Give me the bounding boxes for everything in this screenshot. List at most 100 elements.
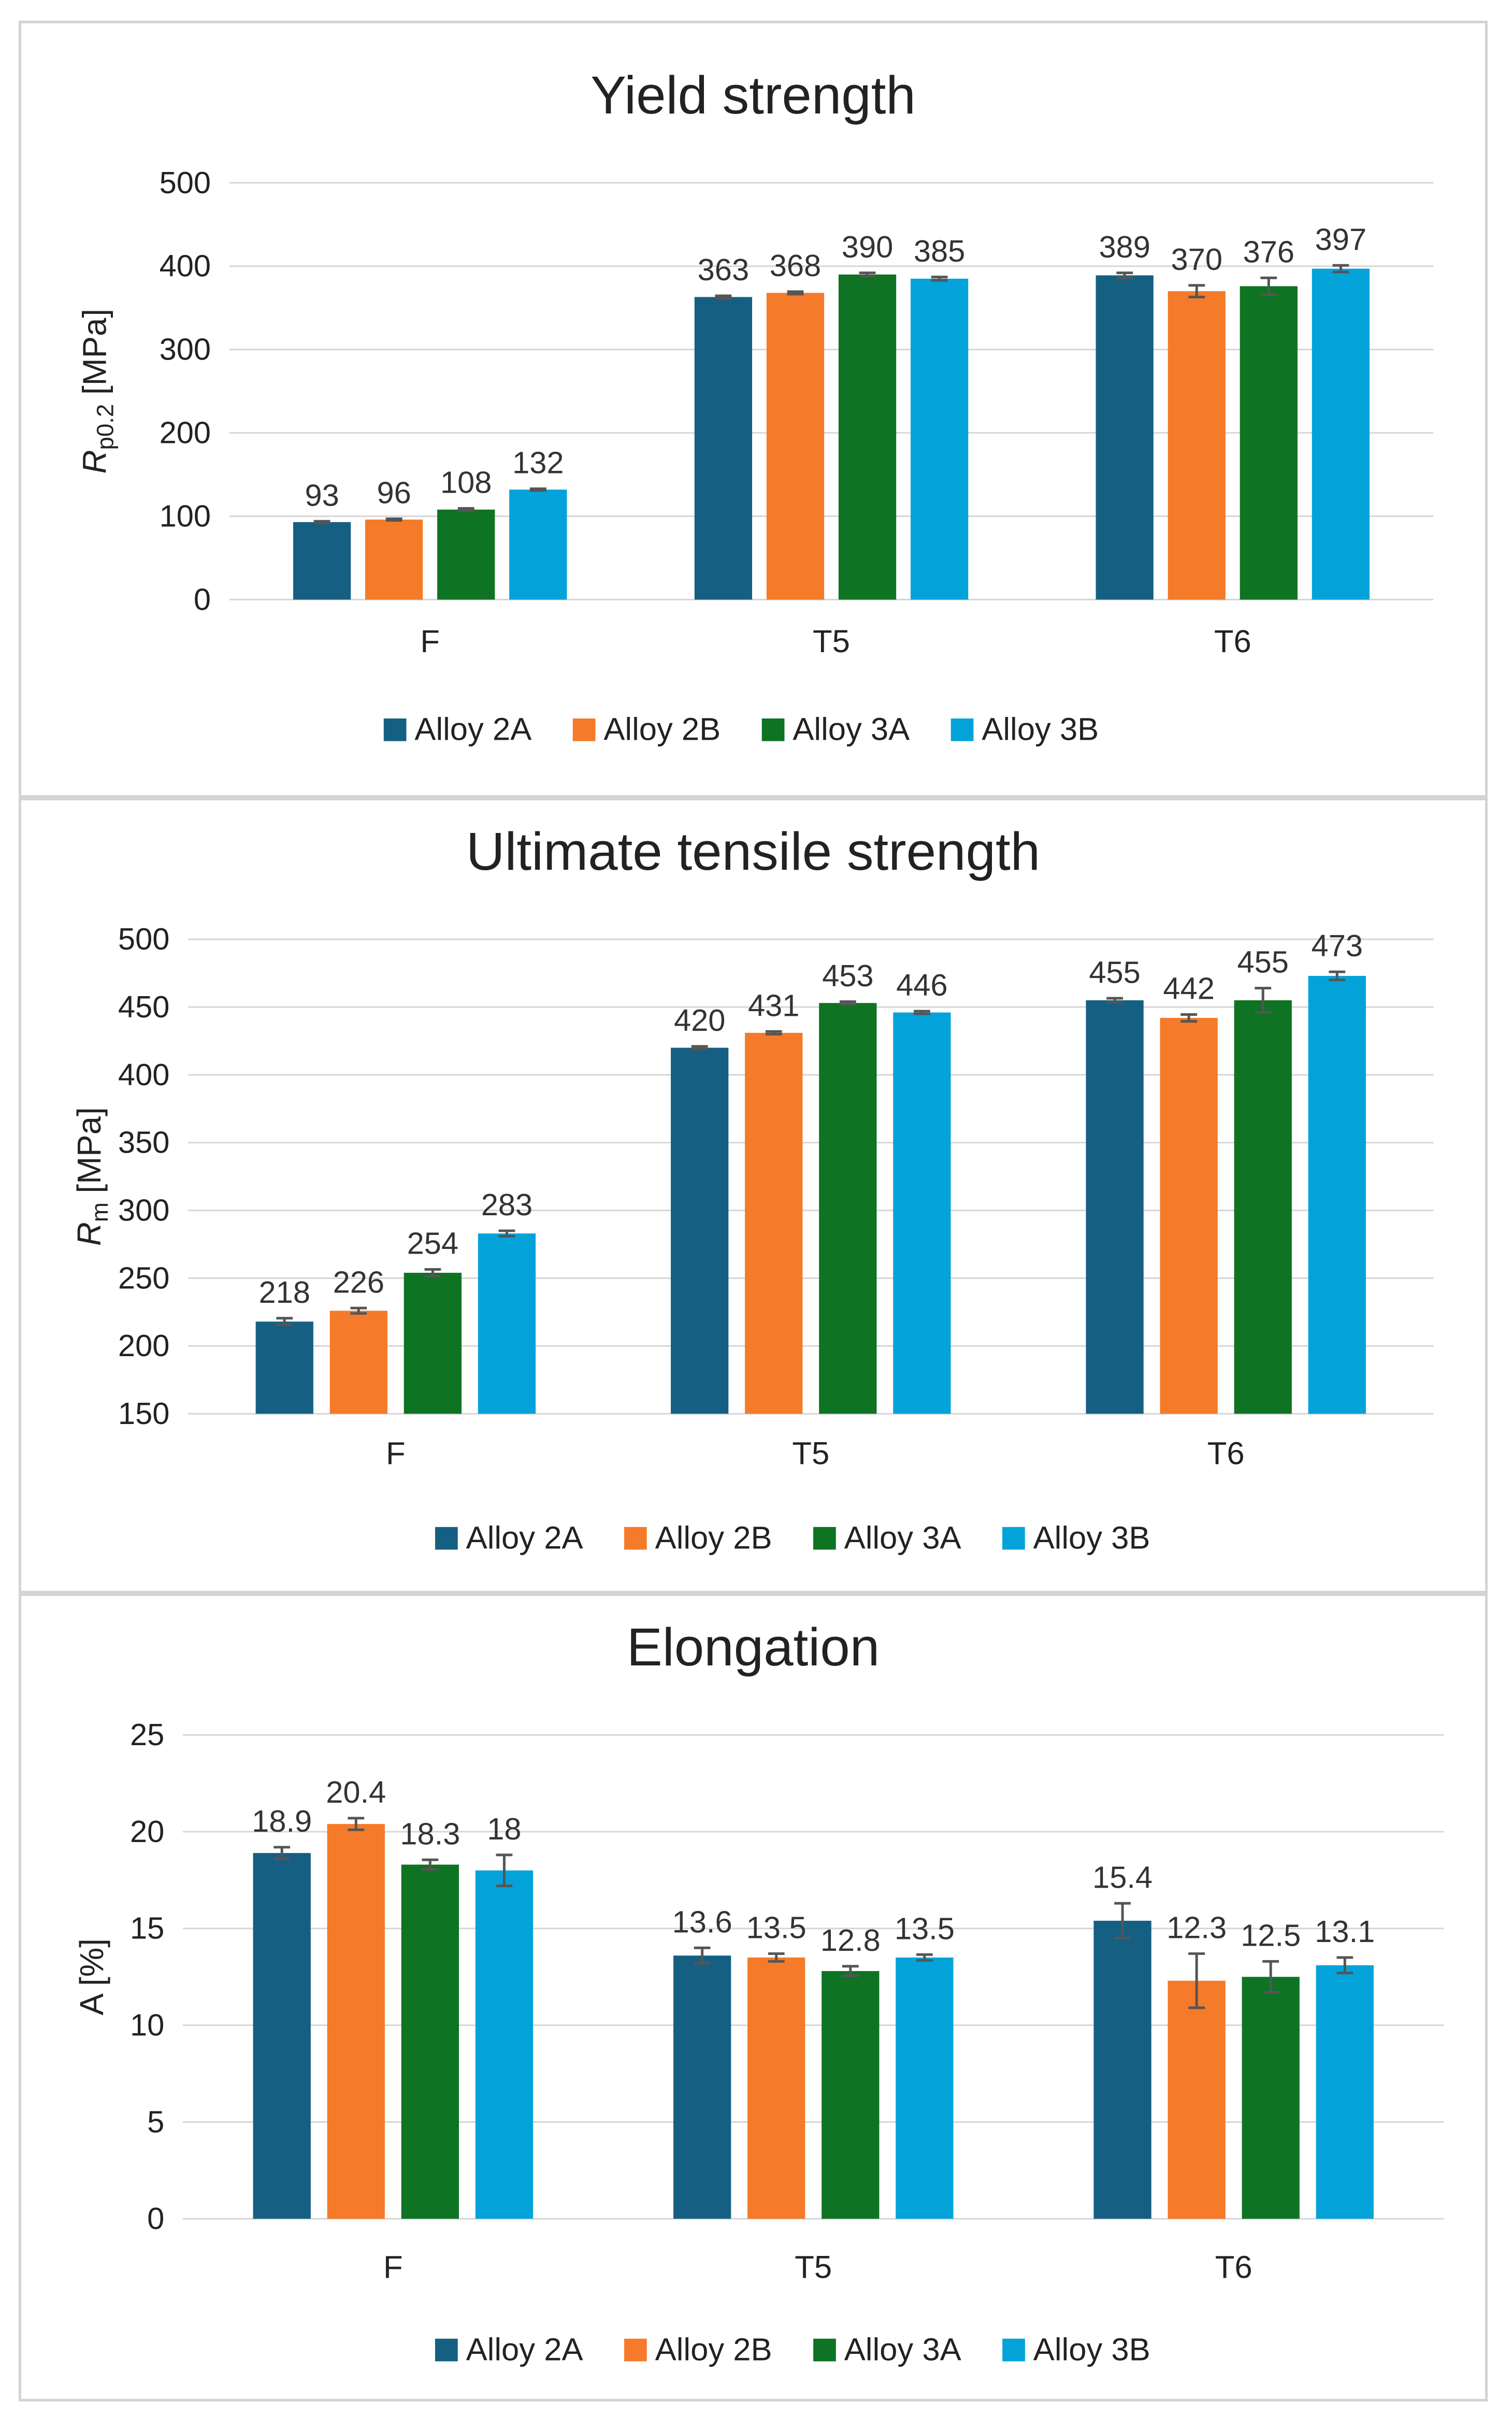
y-tick-label: 300 <box>118 1193 169 1228</box>
category-label: T5 <box>795 2250 832 2285</box>
bar <box>1240 286 1298 600</box>
legend-label: Alloy 3B <box>1033 1520 1150 1556</box>
category-label: T6 <box>1207 1436 1245 1472</box>
data-label: 12.5 <box>1241 1918 1301 1953</box>
y-tick-label: 200 <box>118 1328 169 1363</box>
y-tick-label: 150 <box>118 1396 169 1431</box>
bar <box>747 1957 805 2219</box>
data-label: 108 <box>440 465 492 500</box>
data-label: 93 <box>305 478 339 512</box>
bar <box>1242 1977 1300 2219</box>
chart-title: Ultimate tensile strength <box>466 821 1040 881</box>
data-label: 431 <box>748 988 799 1023</box>
data-label: 13.5 <box>746 1910 807 1945</box>
data-label: 455 <box>1089 955 1140 989</box>
y-tick-label: 500 <box>160 165 211 200</box>
data-label: 218 <box>259 1275 310 1310</box>
bar <box>401 1864 459 2219</box>
legend-label: Alloy 3B <box>982 712 1099 747</box>
legend-swatch <box>761 718 785 741</box>
data-label: 13.6 <box>672 1904 732 1939</box>
y-tick-label: 250 <box>118 1260 169 1295</box>
bar <box>255 1321 313 1414</box>
legend-swatch <box>1002 2338 1025 2362</box>
ultimate-tensile-strength-chart-panel: Ultimate tensile strength 150 200 250 300 350… <box>19 798 1488 1593</box>
category-label: T6 <box>1214 624 1251 659</box>
y-tick-label: 10 <box>130 2008 164 2043</box>
y-axis-title: Rp0.2 [MPa] <box>76 309 118 474</box>
y-tick-label: 400 <box>160 249 211 283</box>
legend-swatch <box>813 1527 836 1550</box>
y-tick-label: 25 <box>130 1717 164 1752</box>
y-tick-label: 450 <box>118 989 169 1024</box>
legend-swatch <box>435 2338 458 2362</box>
y-tick-label: 100 <box>160 498 211 533</box>
bar <box>1312 268 1370 600</box>
data-label: 12.8 <box>820 1923 881 1958</box>
data-label: 390 <box>842 229 893 264</box>
bar <box>509 490 567 600</box>
bar <box>1093 1920 1151 2219</box>
y-tick-label: 300 <box>160 332 211 367</box>
bar <box>1308 975 1366 1414</box>
bar <box>671 1047 729 1414</box>
bar <box>1168 1980 1226 2219</box>
y-tick-label: 0 <box>147 2201 164 2236</box>
data-label: 385 <box>914 234 965 268</box>
bar <box>838 274 897 600</box>
bar <box>1160 1018 1218 1414</box>
category-label: F <box>386 1436 406 1472</box>
legend-swatch <box>813 2338 836 2362</box>
y-axis-title: A [%] <box>74 1938 110 2015</box>
legend-label: Alloy 2A <box>466 2332 583 2367</box>
data-label: 283 <box>481 1187 532 1222</box>
legend-label: Alloy 3A <box>844 2332 961 2367</box>
bar <box>475 1870 534 2219</box>
legend-label: Alloy 3B <box>1033 2332 1150 2367</box>
data-label: 132 <box>512 445 564 480</box>
bar <box>1096 275 1154 600</box>
y-tick-label: 500 <box>118 922 169 956</box>
data-label: 96 <box>377 476 411 510</box>
legend-label: Alloy 2B <box>655 2332 772 2367</box>
y-axis-title: Rm [MPa] <box>71 1107 113 1246</box>
legend-swatch <box>572 718 596 741</box>
data-label: 368 <box>770 248 821 283</box>
category-label: F <box>383 2250 403 2285</box>
data-label: 18 <box>487 1811 521 1846</box>
legend-swatch <box>951 718 974 741</box>
data-label: 442 <box>1163 971 1214 1006</box>
legend-swatch <box>435 1527 458 1550</box>
data-label: 18.9 <box>252 1804 312 1838</box>
y-tick-label: 400 <box>118 1057 169 1092</box>
legend-label: Alloy 2B <box>655 1520 772 1556</box>
data-label: 420 <box>674 1003 725 1038</box>
category-label: F <box>420 624 440 659</box>
category-label: T6 <box>1215 2250 1252 2285</box>
bar <box>327 1824 385 2219</box>
bar <box>893 1012 951 1414</box>
data-label: 473 <box>1312 928 1363 963</box>
legend-label: Alloy 2A <box>466 1520 583 1556</box>
bar <box>1168 291 1226 600</box>
bar <box>1234 1000 1292 1414</box>
bar <box>673 1955 731 2219</box>
bar <box>437 509 495 600</box>
y-tick-label: 20 <box>130 1814 164 1849</box>
bar <box>694 297 753 600</box>
bar <box>822 1971 880 2219</box>
data-label: 453 <box>822 958 873 993</box>
y-tick-label: 350 <box>118 1125 169 1160</box>
data-label: 389 <box>1099 229 1150 264</box>
chart-title: Elongation <box>627 1617 880 1677</box>
legend-label: Alloy 3A <box>844 1520 961 1556</box>
data-label: 254 <box>407 1226 458 1261</box>
bar <box>910 278 969 600</box>
data-label: 12.3 <box>1167 1910 1227 1945</box>
legend-label: Alloy 2B <box>603 712 721 747</box>
data-label: 363 <box>698 252 749 287</box>
bar <box>365 520 423 600</box>
legend-swatch <box>624 2338 647 2362</box>
data-label: 20.4 <box>326 1775 386 1809</box>
yield-strength-chart: Yield strength 0 100 200 300 400 500 Rp0.2 [MPa… <box>76 65 1434 747</box>
